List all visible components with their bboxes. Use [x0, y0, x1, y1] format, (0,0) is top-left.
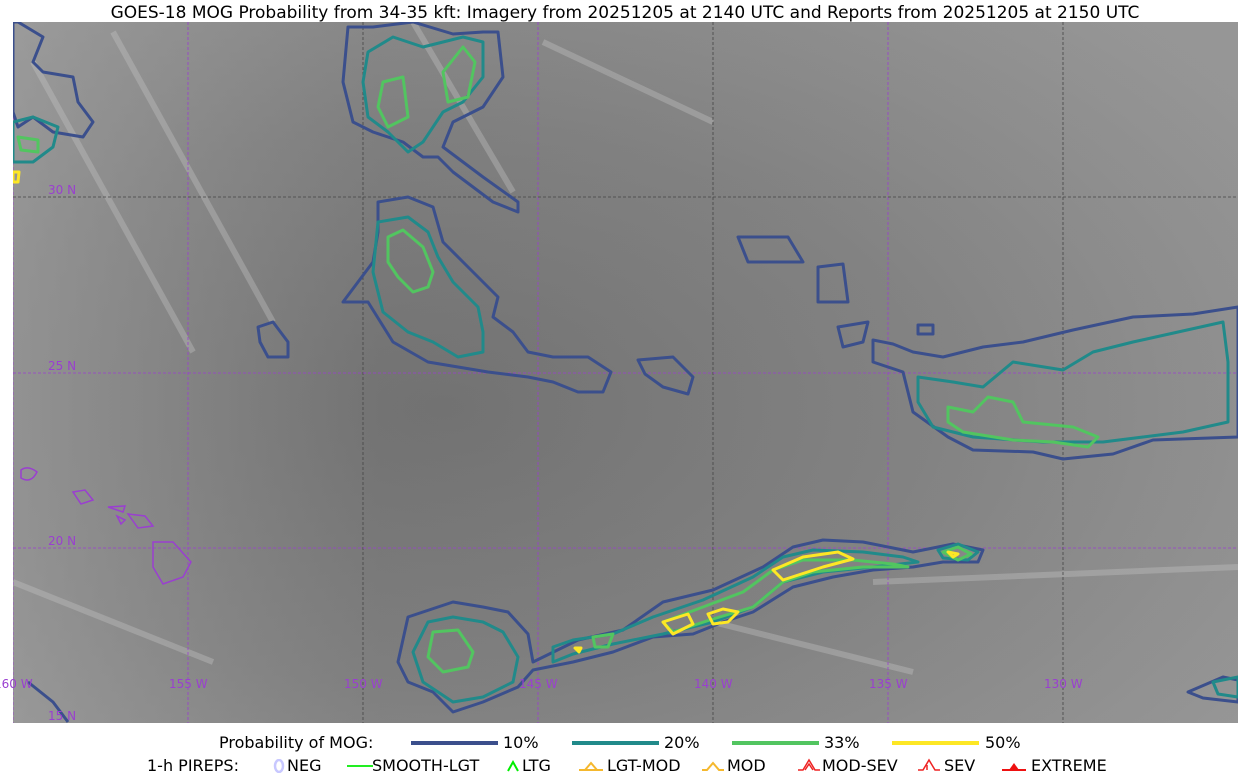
contour-50pct: [13, 170, 960, 654]
coastlines: [20, 467, 192, 585]
swatch-33pct: [732, 741, 819, 745]
contour-20pct: [13, 35, 1238, 704]
graticule: [13, 22, 1238, 723]
neg-circle-icon: [273, 759, 285, 773]
sev-icon: [918, 758, 940, 771]
lgt-mod-icon: [579, 761, 603, 771]
pirep-label-lgt-mod: LGT-MOD: [607, 756, 681, 775]
pirep-label-sev: SEV: [944, 756, 976, 775]
lon-label-160w: 160 W: [0, 677, 33, 691]
extreme-triangle-icon: [1002, 763, 1026, 771]
swatch-10pct: [411, 741, 498, 745]
cloud-streaks: [13, 22, 1238, 675]
lon-label-130w: 130 W: [1044, 677, 1083, 691]
probability-legend: Probability of MOG: 10% 20% 33% 50%: [0, 733, 1250, 753]
mod-sev-icon: [798, 758, 820, 771]
lon-label-135w: 135 W: [869, 677, 908, 691]
probability-legend-title: Probability of MOG:: [219, 733, 374, 752]
mog-contours: [13, 22, 1238, 723]
contour-33pct: [16, 45, 1100, 674]
satellite-map: [13, 22, 1238, 723]
pirep-label-extreme: EXTREME: [1031, 756, 1107, 775]
swatch-50pct: [892, 741, 979, 745]
lat-label-15n: 15 N: [48, 709, 77, 723]
pirep-label-ltg: LTG: [522, 756, 551, 775]
pireps-legend: 1-h PIREPS: NEG SMOOTH-LGT LTG LGT-MOD M…: [0, 756, 1250, 776]
lon-label-150w: 150 W: [344, 677, 383, 691]
lon-label-155w: 155 W: [169, 677, 208, 691]
pirep-label-mod-sev: MOD-SEV: [822, 756, 898, 775]
legend-label-33pct: 33%: [824, 733, 860, 752]
lat-label-30n: 30 N: [48, 183, 77, 197]
chart-title: GOES-18 MOG Probability from 34-35 kft: …: [110, 3, 1140, 23]
legend-label-50pct: 50%: [985, 733, 1021, 752]
lat-label-25n: 25 N: [48, 359, 77, 373]
legend-label-20pct: 20%: [664, 733, 700, 752]
pireps-legend-title: 1-h PIREPS:: [147, 756, 239, 775]
mod-caret-icon: [702, 761, 724, 771]
legend-label-10pct: 10%: [503, 733, 539, 752]
pirep-label-neg: NEG: [287, 756, 322, 775]
lon-label-145w: 145 W: [519, 677, 558, 691]
pirep-label-smooth-lgt: SMOOTH-LGT: [372, 756, 480, 775]
ltg-caret-icon: [507, 759, 519, 772]
smooth-line-icon: [347, 765, 373, 767]
lat-label-20n: 20 N: [48, 534, 77, 548]
lon-label-140w: 140 W: [694, 677, 733, 691]
pirep-label-mod: MOD: [727, 756, 766, 775]
swatch-20pct: [572, 741, 659, 745]
